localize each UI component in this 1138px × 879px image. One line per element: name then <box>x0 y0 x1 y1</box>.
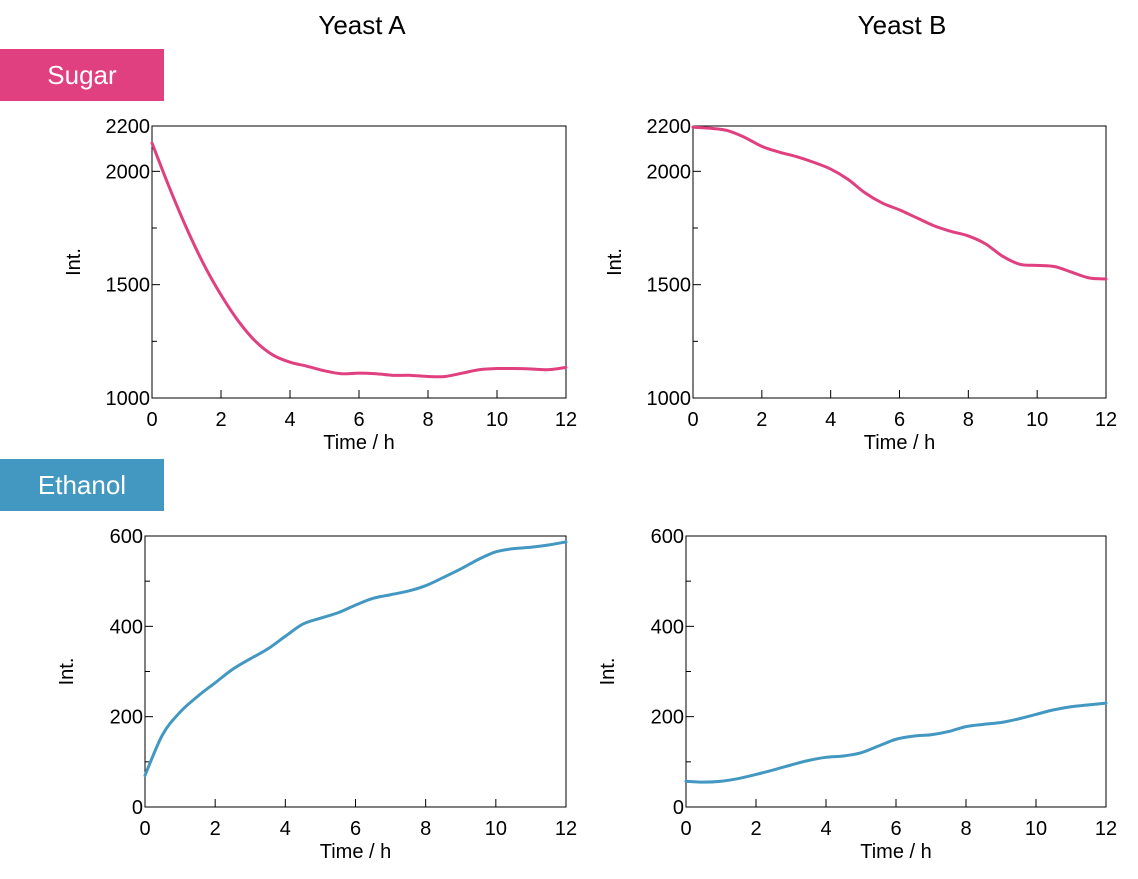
y-tick-label: 200 <box>110 707 143 729</box>
plot-frame <box>685 535 1107 808</box>
x-axis-label: Time / h <box>860 841 932 863</box>
chart-panel-2: 0 2 4 6 8 10 12 1000 1500 2000 2200 Time / h Int. <box>604 116 1117 454</box>
y-tick-label: 2000 <box>106 161 151 183</box>
series-line <box>684 701 1108 784</box>
y-tick-label: 400 <box>651 616 684 638</box>
y-tick-label: 600 <box>110 526 143 548</box>
y-tick-label: 600 <box>651 526 684 548</box>
x-tick-label: 6 <box>890 818 901 840</box>
x-tick-label: 2 <box>756 409 767 431</box>
x-tick-label: 0 <box>146 409 157 431</box>
plot-frame <box>692 125 1107 399</box>
y-axis-label: Int. <box>63 248 85 276</box>
y-tick-label: 400 <box>110 616 143 638</box>
y-tick-label: 1500 <box>106 275 151 297</box>
series-line <box>150 141 568 379</box>
y-tick-label: 2000 <box>647 161 692 183</box>
chart-panel-3: 0 2 4 6 8 10 12 0 200 400 600 Time / h Int. <box>56 526 577 863</box>
x-tick-label: 8 <box>422 409 433 431</box>
chart-panel-1: 0 2 4 6 8 10 12 1000 1500 2000 2200 Time / h Int. <box>63 116 577 454</box>
row-label-ethanol: Ethanol <box>0 459 164 511</box>
x-tick-label: 12 <box>1095 409 1117 431</box>
x-tick-label: 12 <box>555 818 577 840</box>
plot-frame <box>144 535 567 808</box>
y-tick-label: 2200 <box>647 116 692 138</box>
x-tick-label: 6 <box>894 409 905 431</box>
x-tick-label: 6 <box>350 818 361 840</box>
x-tick-label: 6 <box>353 409 364 431</box>
y-tick-label: 2200 <box>106 116 151 138</box>
x-tick-label: 0 <box>139 818 150 840</box>
x-tick-label: 4 <box>284 409 295 431</box>
plot-frame <box>151 125 567 399</box>
column-title-yeast-b: Yeast B <box>857 10 947 40</box>
y-tick-label: 1500 <box>647 275 692 297</box>
y-tick-label: 0 <box>132 797 143 819</box>
chart-panel-4: 0 2 4 6 8 10 12 0 200 400 600 Time / h Int. <box>597 526 1117 863</box>
x-tick-label: 10 <box>486 409 508 431</box>
x-tick-label: 10 <box>485 818 507 840</box>
x-axis-label: Time / h <box>320 841 392 863</box>
y-tick-label: 200 <box>651 707 684 729</box>
x-tick-label: 0 <box>687 409 698 431</box>
x-tick-label: 8 <box>960 818 971 840</box>
x-tick-label: 4 <box>820 818 831 840</box>
column-title-yeast-a: Yeast A <box>318 10 406 40</box>
y-tick-label: 1000 <box>647 388 692 410</box>
x-tick-label: 2 <box>750 818 761 840</box>
y-tick-label: 0 <box>673 797 684 819</box>
x-axis-label: Time / h <box>323 432 395 454</box>
x-tick-label: 10 <box>1025 818 1047 840</box>
x-axis-label: Time / h <box>864 432 936 454</box>
x-tick-label: 10 <box>1026 409 1048 431</box>
y-axis-label: Int. <box>597 658 619 686</box>
row-label-sugar: Sugar <box>0 49 164 101</box>
x-tick-label: 0 <box>680 818 691 840</box>
y-axis-label: Int. <box>56 658 78 686</box>
x-tick-label: 12 <box>555 409 577 431</box>
x-tick-label: 8 <box>420 818 431 840</box>
x-tick-label: 4 <box>280 818 291 840</box>
x-tick-label: 2 <box>215 409 226 431</box>
series-line <box>691 125 1108 281</box>
x-tick-label: 2 <box>210 818 221 840</box>
series-line <box>143 540 568 777</box>
x-tick-label: 12 <box>1095 818 1117 840</box>
y-axis-label: Int. <box>604 248 626 276</box>
x-tick-label: 4 <box>825 409 836 431</box>
x-tick-label: 8 <box>963 409 974 431</box>
y-tick-label: 1000 <box>106 388 151 410</box>
